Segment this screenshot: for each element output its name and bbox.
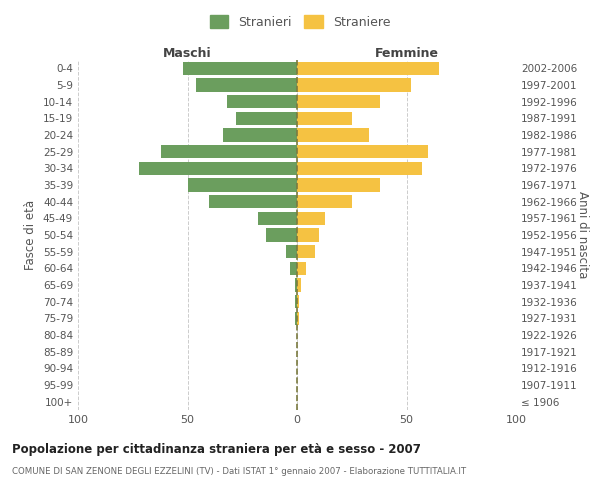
Bar [297,112,352,125]
Bar [183,62,297,75]
Text: Popolazione per cittadinanza straniera per età e sesso - 2007: Popolazione per cittadinanza straniera p… [12,442,421,456]
Bar [236,112,297,125]
Bar [161,145,297,158]
Bar [286,245,297,258]
Bar [139,162,297,175]
Text: COMUNE DI SAN ZENONE DEGLI EZZELINI (TV) - Dati ISTAT 1° gennaio 2007 - Elaboraz: COMUNE DI SAN ZENONE DEGLI EZZELINI (TV)… [12,468,466,476]
Legend: Stranieri, Straniere: Stranieri, Straniere [206,11,394,32]
Bar [297,278,301,291]
Bar [297,162,422,175]
Bar [297,228,319,241]
Bar [297,245,314,258]
Bar [297,178,380,192]
Text: Maschi: Maschi [163,47,212,60]
Bar [223,128,297,141]
Bar [266,228,297,241]
Bar [297,145,428,158]
Bar [196,78,297,92]
Y-axis label: Anni di nascita: Anni di nascita [576,192,589,278]
Bar [297,262,306,275]
Bar [295,295,297,308]
Bar [295,312,297,325]
Y-axis label: Fasce di età: Fasce di età [25,200,37,270]
Bar [257,212,297,225]
Text: Femmine: Femmine [374,47,439,60]
Bar [297,78,411,92]
Bar [227,95,297,108]
Bar [290,262,297,275]
Bar [297,312,299,325]
Bar [297,195,352,208]
Bar [187,178,297,192]
Bar [297,212,325,225]
Bar [297,295,299,308]
Bar [295,278,297,291]
Bar [297,95,380,108]
Bar [297,128,369,141]
Bar [297,62,439,75]
Bar [209,195,297,208]
